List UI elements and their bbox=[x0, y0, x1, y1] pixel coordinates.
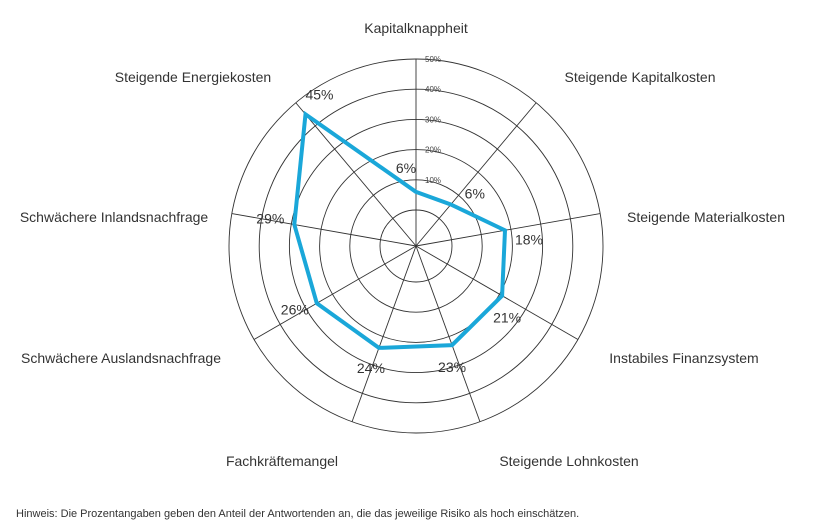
category-labels: Kapitalknappheit Steigende Kapitalkosten S… bbox=[20, 20, 785, 469]
value-label: 6% bbox=[396, 160, 416, 176]
spoke-4 bbox=[415, 245, 481, 422]
value-label: 45% bbox=[305, 86, 333, 102]
series bbox=[292, 110, 508, 350]
spoke-3 bbox=[415, 245, 579, 340]
value-label: 24% bbox=[357, 360, 385, 376]
value-label: 26% bbox=[281, 301, 309, 317]
series-polygon bbox=[292, 110, 508, 350]
value-labels: 6% 6% 18% 21% 23% 24% 26% 29% 45% bbox=[256, 86, 543, 376]
value-label: 29% bbox=[256, 211, 284, 227]
category-label: Schwächere Auslandsnachfrage bbox=[21, 350, 221, 366]
category-label: Kapitalknappheit bbox=[364, 20, 468, 36]
spoke-6 bbox=[253, 245, 417, 340]
footnote: Hinweis: Die Prozentangaben geben den An… bbox=[16, 508, 580, 520]
category-label: Steigende Lohnkosten bbox=[499, 453, 638, 469]
tick-label: 10% bbox=[425, 176, 441, 185]
category-label: Schwächere Inlandsnachfrage bbox=[20, 209, 209, 225]
radar-chart: 10% 20% 30% 40% 50% 6% 6% 18% 21% 23% 24% 26% 29% 45… bbox=[20, 20, 785, 469]
value-label: 23% bbox=[438, 359, 466, 375]
tick-label: 30% bbox=[425, 115, 441, 124]
spoke-2 bbox=[415, 213, 601, 247]
spoke-8 bbox=[295, 102, 417, 247]
tick-label: 50% bbox=[425, 55, 441, 64]
value-label: 18% bbox=[515, 231, 543, 247]
category-label: Fachkräftemangel bbox=[226, 453, 338, 469]
value-label: 21% bbox=[493, 310, 521, 326]
category-label: Steigende Energiekosten bbox=[115, 69, 271, 85]
value-label: 6% bbox=[465, 186, 485, 202]
category-label: Instabiles Finanzsystem bbox=[609, 350, 758, 366]
category-label: Steigende Materialkosten bbox=[627, 209, 785, 225]
spoke-1 bbox=[415, 102, 537, 247]
tick-label: 20% bbox=[425, 146, 441, 155]
category-label: Steigende Kapitalkosten bbox=[565, 69, 716, 85]
tick-label: 40% bbox=[425, 85, 441, 94]
spoke-7 bbox=[231, 213, 417, 247]
spokes bbox=[231, 59, 601, 422]
tick-labels: 10% 20% 30% 40% 50% bbox=[425, 55, 441, 185]
spoke-5 bbox=[351, 245, 417, 422]
